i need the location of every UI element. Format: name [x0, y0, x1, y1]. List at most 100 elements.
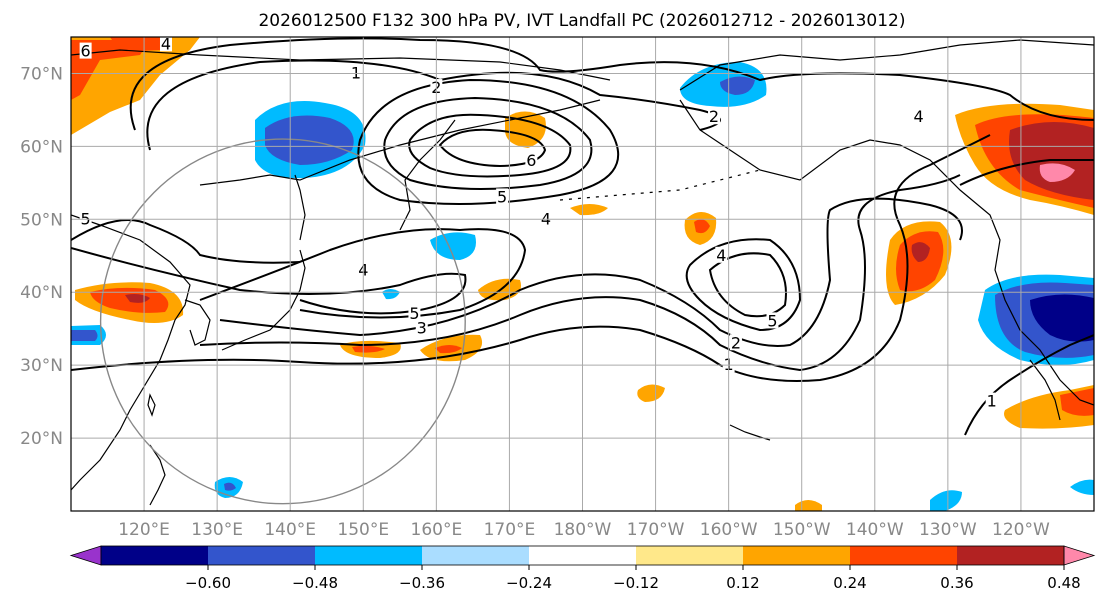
shade-offshore-darkred	[911, 242, 930, 262]
contour-label-bg	[159, 37, 172, 52]
reference-circle	[99, 138, 466, 505]
shade-red-160w	[694, 219, 710, 234]
shade-red-150e	[352, 345, 385, 353]
shade-blue-130w	[930, 490, 962, 511]
contour-1-north	[129, 37, 1094, 131]
lon-tick-label: 170°E	[484, 520, 536, 540]
shade-red-160e	[435, 345, 462, 354]
contour-label-bg	[408, 305, 421, 322]
contour-label-bg	[525, 151, 538, 168]
contour-label-bg	[766, 312, 779, 329]
coast-kamchatka	[399, 119, 456, 231]
contour-label-bg	[496, 188, 509, 205]
lon-tick-label: 180°W	[554, 520, 612, 540]
lat-tick-label: 20°N	[20, 429, 63, 449]
colorbar-segment	[850, 546, 958, 565]
lon-tick-label: 120°E	[118, 520, 170, 540]
contour-label-bg	[985, 392, 998, 409]
colorbar-tick-label: −0.60	[185, 574, 231, 592]
colorbar-segment	[208, 546, 316, 565]
shade-midpac-blue2	[382, 289, 400, 300]
contour-label: 2	[731, 333, 741, 352]
contour-5-west	[71, 219, 301, 264]
coast-korea	[184, 299, 211, 346]
contour-label-bg	[729, 334, 742, 351]
colorbar-tick-label: 0.36	[940, 574, 973, 592]
lat-tick-label: 70°N	[20, 64, 63, 84]
contour-jet-2	[199, 228, 527, 319]
shade-orange-25n	[637, 384, 665, 402]
coast-siberia	[199, 99, 601, 186]
shade-sw-navy	[1030, 294, 1094, 342]
colorbar-tick-label: −0.12	[613, 574, 659, 592]
coast-baja	[1029, 359, 1061, 421]
shade-blue-120w	[1070, 479, 1094, 495]
coast-taiwan	[147, 393, 156, 417]
contour-jet-3	[219, 197, 963, 347]
lon-tick-label: 130°E	[191, 520, 243, 540]
contour-ring-3	[408, 113, 572, 178]
colorbar-tick-label: −0.36	[399, 574, 445, 592]
coast-alaska	[679, 99, 1094, 406]
contour-loop-east	[685, 238, 802, 332]
contour-label-bg	[79, 210, 92, 227]
contour-label-bg	[415, 319, 428, 336]
colorbar-segment	[636, 546, 744, 565]
lon-tick-label: 140°E	[264, 520, 316, 540]
contour-label: 4	[161, 34, 171, 53]
map-frame	[70, 36, 1095, 512]
shade-mexico-red	[1060, 388, 1094, 416]
shade-nw-red2	[110, 37, 170, 52]
contour-label-bg	[708, 108, 721, 125]
lon-tick-label: 160°W	[700, 520, 758, 540]
coast-philippines	[149, 444, 166, 506]
contour-ring-4	[438, 128, 547, 168]
coast-asia	[71, 214, 191, 491]
lon-tick-label: 150°W	[773, 520, 831, 540]
contour-ring-2	[383, 96, 593, 190]
lat-tick-label: 30°N	[20, 356, 63, 376]
lon-tick-label: 150°E	[337, 520, 389, 540]
contour-east-upper	[959, 159, 1094, 186]
colorbar-extend-high	[1063, 545, 1096, 566]
shade-south-navy	[224, 482, 236, 491]
contour-label: 1	[987, 392, 997, 411]
contour-label-bg	[715, 246, 728, 263]
shade-china-navy	[71, 330, 98, 341]
contour-label-bg	[539, 210, 552, 227]
contour-label-bg	[912, 108, 925, 125]
coast-arctic	[71, 49, 611, 81]
coastlines	[71, 39, 1094, 506]
colorbar-tick-label: 0.24	[833, 574, 866, 592]
lat-tick-label: 60°N	[20, 137, 63, 157]
lat-tick-label: 40°N	[20, 283, 63, 303]
contour-label: 5	[497, 187, 507, 206]
colorbar-tick-label: 0.48	[1047, 574, 1080, 592]
shade-ne-pink	[1039, 163, 1075, 182]
longitude-labels: 120°E 130°E 140°E 150°E 160°E 170°E 180°W 170°W…	[118, 520, 1050, 540]
chart-title: 2026012500 F132 300 hPa PV, IVT Landfall…	[258, 11, 905, 31]
colorbar-segment	[743, 546, 851, 565]
contour-label-bg	[349, 64, 362, 81]
colorbar-tick-label: −0.48	[292, 574, 338, 592]
lon-tick-label: 170°W	[627, 520, 685, 540]
latitude-labels: 20°N 30°N 40°N 50°N 60°N 70°N	[20, 64, 63, 449]
lon-tick-label: 130°W	[919, 520, 977, 540]
colorbar-segment	[529, 546, 637, 565]
contour-jet-1	[71, 247, 467, 315]
coast-sakhalin	[294, 174, 306, 241]
gridlines	[71, 37, 1094, 511]
colorbar-extend-low	[69, 545, 102, 566]
contour-label: 4	[716, 246, 726, 265]
contour-label: 6	[526, 151, 536, 170]
colorbar-tick-label: 0.12	[726, 574, 759, 592]
contour-1-east	[964, 334, 1094, 436]
coast-alaska-north	[679, 39, 1094, 91]
colorbar-segment	[422, 546, 530, 565]
lon-tick-label: 120°W	[992, 520, 1050, 540]
contour-loop-east-2	[708, 252, 787, 318]
colorbar-tick-label: −0.24	[506, 574, 552, 592]
lon-tick-label: 140°W	[846, 520, 904, 540]
colorbar: −0.60 −0.48 −0.36 −0.24 −0.12 0.12 0.24 0.36 0.4…	[69, 545, 1096, 592]
contour-label-bg	[79, 42, 92, 59]
